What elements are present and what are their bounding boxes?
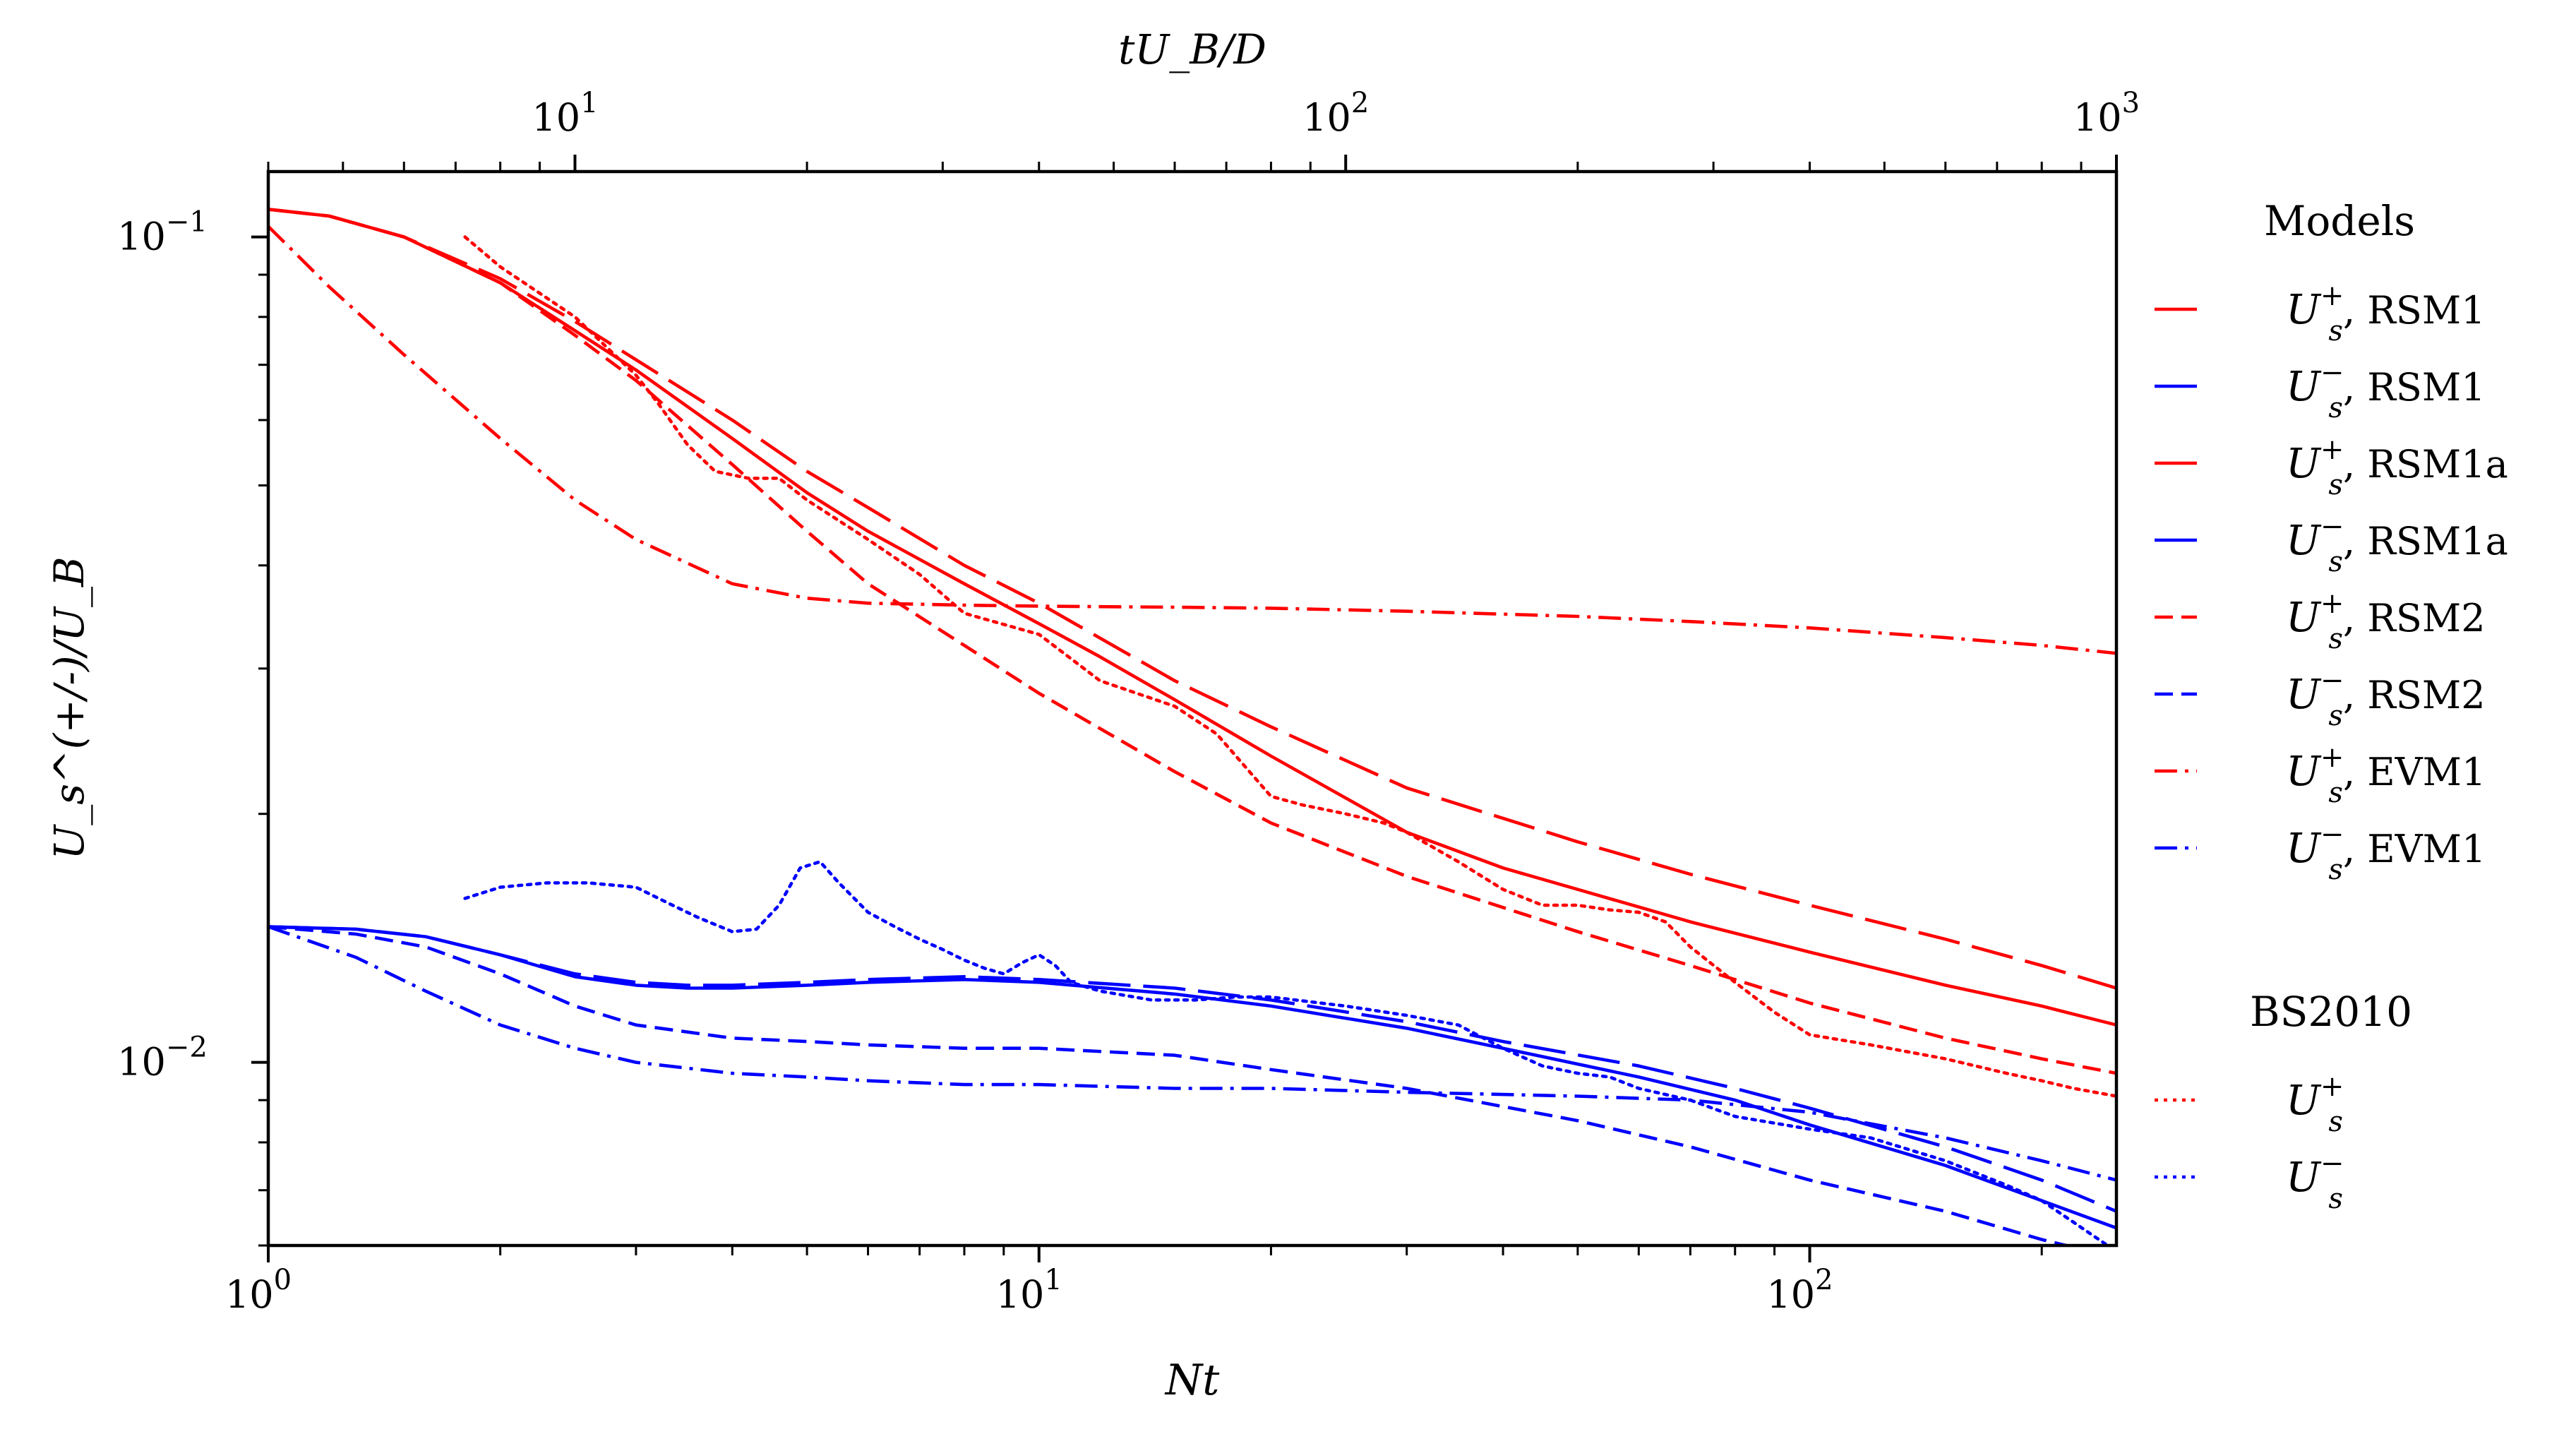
series-line-u-s-rsm1 [268,925,2116,1230]
x-tick-label: 101 [996,1264,1062,1317]
series-line-u-s-bs2010 [463,235,2116,1098]
series-line-u-s-rsm2 [268,208,2116,1075]
series-line-u-s-rsm1a [268,925,2116,1213]
y-axis-label: U_s^(+/-)/U_B [45,556,93,859]
legend-label-u-s-evm1: U− s, EVM1 [2286,818,2486,886]
top-tick-label: 102 [1302,87,1369,140]
legend-label-u-s-rsm1: U− s, RSM1 [2286,357,2486,424]
legend-label-u-s-bs2010: U− s [2286,1147,2344,1215]
legend-label-u-s-evm1: U+ s, EVM1 [2286,741,2486,809]
legend-title-bs2010: BS2010 [2250,988,2412,1036]
legend-label-u-s-rsm1a: U− s, RSM1a [2286,510,2508,578]
series-line-u-s-rsm1a [268,208,2116,990]
legend: Models U+ s, RSM1 U− s, RSM1 U+ s, RSM1a U− s, R… [2155,197,2508,1215]
series-layer [268,208,2116,1245]
axis-ticks: 100 101 102 101 102 103 10−1 10−2 [117,87,2140,1317]
series-line-u-s-bs2010 [463,860,2111,1245]
top-tick-label: 103 [2073,87,2140,140]
series-line-u-s-rsm1 [268,208,2116,1027]
legend-label-u-s-rsm2: U+ s, RSM2 [2286,587,2486,655]
series-line-u-s-rsm2 [268,925,2073,1245]
x-axis-label: Nt [1164,1356,1221,1405]
legend-label-u-s-rsm2: U− s, RSM2 [2286,664,2486,732]
plot-frame [266,169,2119,1248]
legend-label-u-s-rsm1a: U+ s, RSM1a [2286,434,2508,501]
y-tick-label: 10−2 [117,1032,208,1085]
legend-title-models: Models [2264,197,2415,245]
x-tick-label: 102 [1766,1264,1833,1317]
x-tick-label: 100 [225,1264,292,1317]
series-line-u-s-evm1 [268,225,2116,655]
top-axis-label: tU_B/D [1118,25,1266,73]
legend-label-u-s-rsm1: U+ s, RSM1 [2286,280,2486,347]
series-line-u-s-evm1 [268,925,2116,1182]
top-tick-label: 101 [532,87,598,140]
y-tick-label: 10−1 [117,206,208,259]
legend-label-u-s-bs2010: U+ s [2286,1070,2344,1138]
